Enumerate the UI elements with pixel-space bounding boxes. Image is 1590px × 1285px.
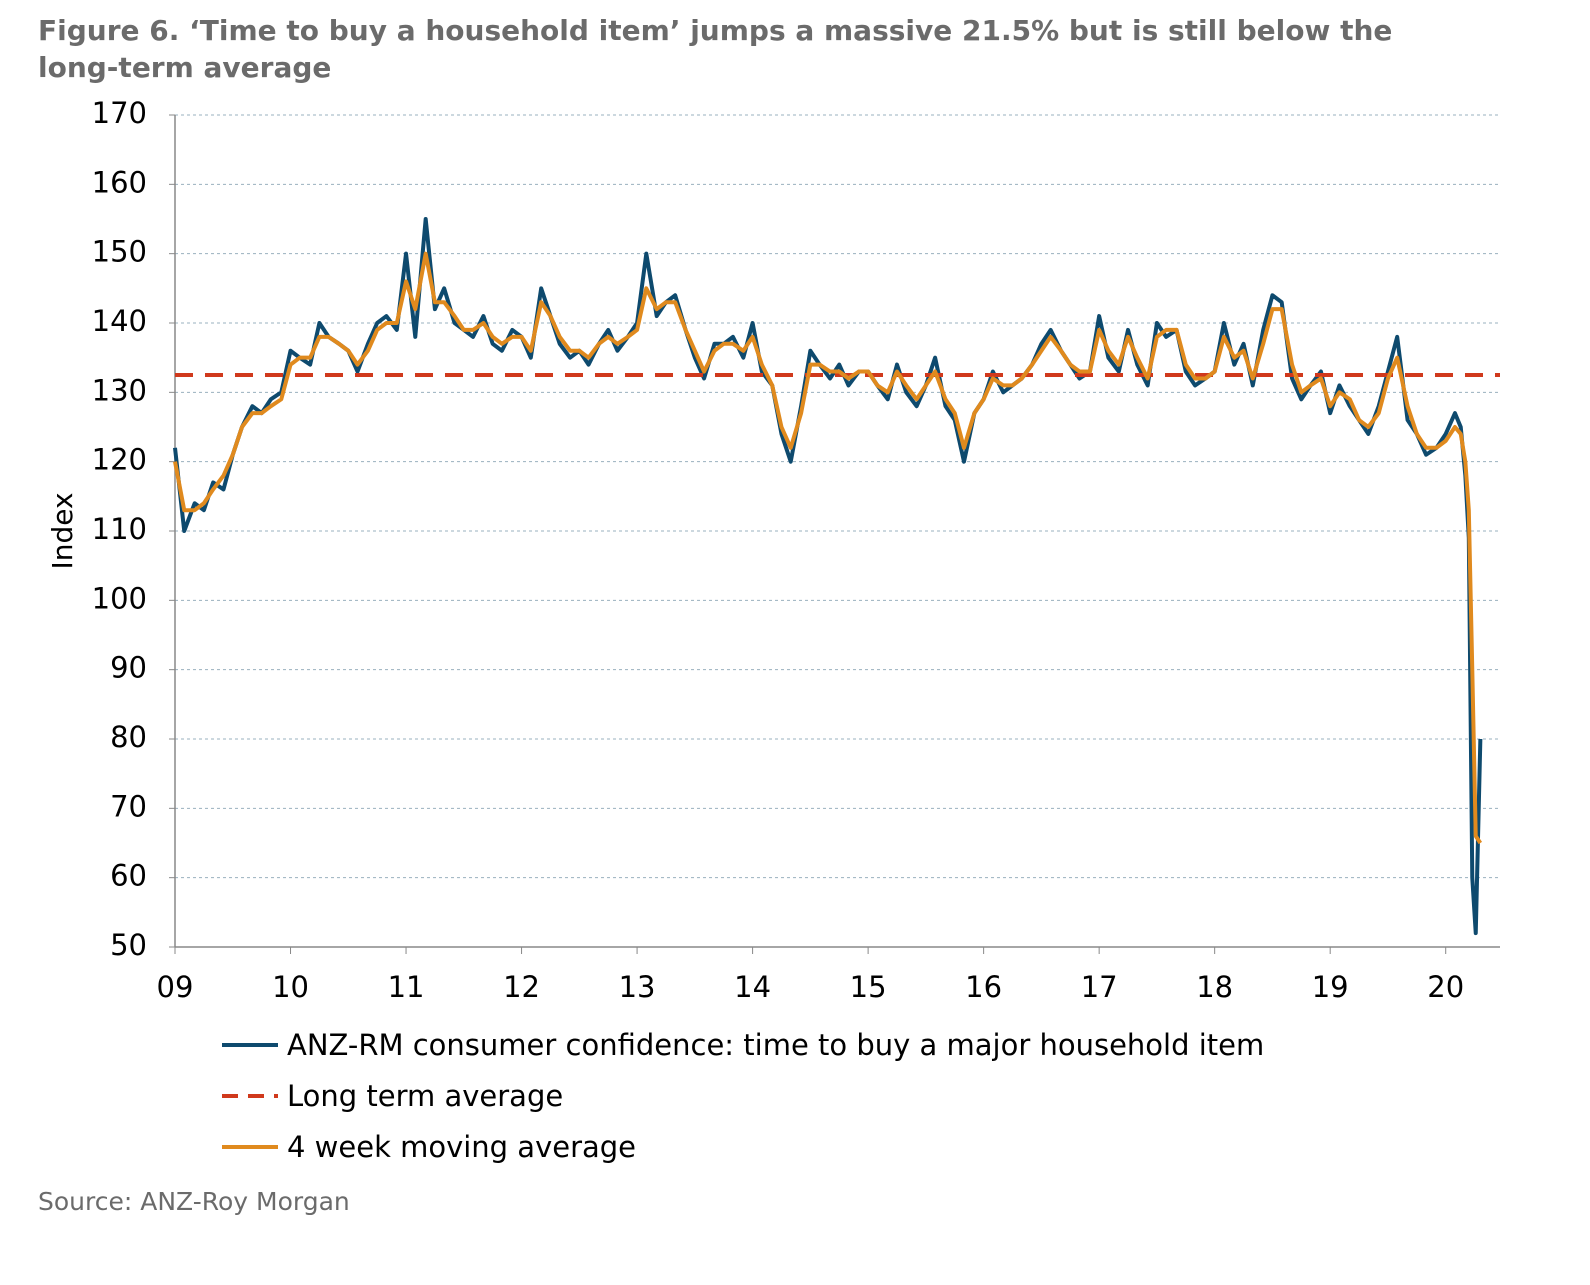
y-tick-label: 100 (92, 581, 147, 615)
series-line (173, 251, 1483, 845)
source-note: Source: ANZ-Roy Morgan (38, 1187, 350, 1216)
x-tick-label: 10 (272, 970, 309, 1004)
x-tick-label: 13 (619, 970, 656, 1004)
y-tick-label: 130 (92, 373, 147, 407)
y-tick-label: 120 (92, 443, 147, 477)
x-tick-label: 20 (1427, 970, 1464, 1004)
y-tick-label: 170 (92, 96, 147, 130)
y-tick-label: 140 (92, 304, 147, 338)
x-tick-label: 17 (1081, 970, 1118, 1004)
x-tick-label: 12 (503, 970, 540, 1004)
legend-label: ANZ-RM consumer confidence: time to buy … (287, 1028, 1264, 1062)
chart-title: long-term average (38, 51, 331, 84)
legend-label: 4 week moving average (287, 1130, 636, 1164)
y-tick-label: 160 (92, 165, 147, 199)
y-tick-label: 90 (110, 651, 147, 685)
y-tick-label: 80 (110, 720, 147, 754)
x-tick-label: 18 (1196, 970, 1233, 1004)
legend-label: Long term average (287, 1079, 563, 1113)
y-axis-label: Index (46, 492, 79, 569)
chart-title: Figure 6. ‘Time to buy a household item’… (38, 14, 1392, 47)
x-tick-label: 15 (850, 970, 887, 1004)
x-tick-label: 11 (388, 970, 425, 1004)
y-tick-label: 110 (92, 512, 147, 546)
y-tick-label: 50 (110, 928, 147, 962)
x-tick-label: 14 (734, 970, 771, 1004)
x-tick-label: 19 (1312, 970, 1349, 1004)
x-tick-label: 16 (965, 970, 1002, 1004)
x-tick-label: 09 (157, 970, 194, 1004)
y-tick-label: 70 (110, 789, 147, 823)
y-tick-label: 60 (110, 859, 147, 893)
y-tick-label: 150 (92, 235, 147, 269)
